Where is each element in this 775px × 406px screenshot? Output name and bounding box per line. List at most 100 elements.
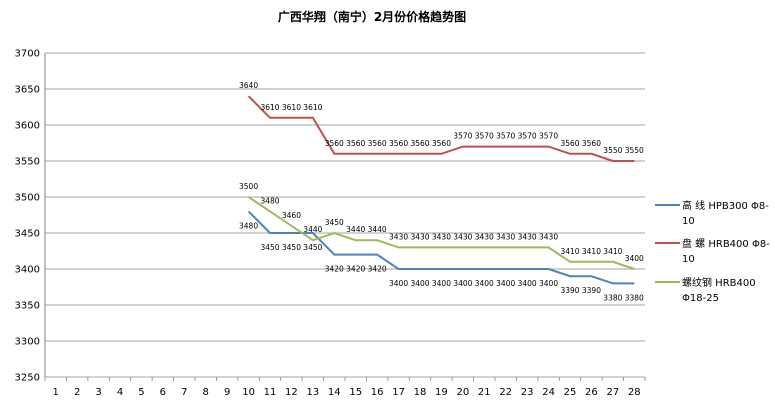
- x-tick-label: 24: [542, 387, 555, 398]
- data-label: 3500: [239, 182, 258, 191]
- data-label: 3410: [560, 247, 579, 256]
- data-label: 3430: [432, 232, 451, 241]
- data-label: 3400: [496, 279, 515, 288]
- data-label: 3400: [453, 279, 472, 288]
- data-label: 3480: [239, 221, 258, 230]
- data-label: 3450: [325, 218, 344, 227]
- x-tick-label: 17: [392, 387, 405, 398]
- x-tick-label: 12: [285, 387, 298, 398]
- x-tick-label: 1: [53, 387, 59, 398]
- data-label: 3430: [389, 232, 408, 241]
- x-tick-label: 14: [328, 387, 341, 398]
- x-tick-label: 15: [349, 387, 362, 398]
- data-label: 3570: [518, 132, 537, 141]
- x-tick-label: 27: [606, 387, 619, 398]
- data-label: 3400: [625, 254, 644, 263]
- data-label: 3560: [582, 139, 601, 148]
- data-label: 3400: [432, 279, 451, 288]
- x-tick-label: 26: [585, 387, 598, 398]
- data-label: 3610: [282, 103, 301, 112]
- legend-label: 10: [682, 216, 695, 227]
- data-label: 3440: [303, 225, 322, 234]
- data-label: 3400: [389, 279, 408, 288]
- x-tick-label: 8: [203, 387, 209, 398]
- data-label: 3560: [346, 139, 365, 148]
- data-label: 3560: [560, 139, 579, 148]
- data-label: 3400: [539, 279, 558, 288]
- data-label: 3430: [539, 232, 558, 241]
- x-tick-label: 16: [371, 387, 384, 398]
- x-tick-label: 23: [521, 387, 534, 398]
- data-label: 3430: [518, 232, 537, 241]
- x-tick-label: 18: [414, 387, 427, 398]
- data-label: 3640: [239, 81, 258, 90]
- x-tick-label: 2: [74, 387, 80, 398]
- data-label: 3610: [303, 103, 322, 112]
- y-tick-label: 3500: [15, 193, 40, 204]
- data-label: 3560: [410, 139, 429, 148]
- series-line-3: [248, 196, 635, 270]
- gridlines: [45, 52, 645, 378]
- x-tick-label: 25: [564, 387, 577, 398]
- x-tick-label: 20: [456, 387, 469, 398]
- data-label: 3570: [496, 132, 515, 141]
- x-tick-label: 13: [306, 387, 319, 398]
- legend-label: 螺纹钢 HRB400: [682, 276, 756, 289]
- legend-label: 10: [682, 254, 695, 265]
- y-tick-label: 3300: [15, 337, 40, 348]
- y-tick-label: 3400: [15, 265, 40, 276]
- data-label: 3450: [282, 243, 301, 252]
- data-label: 3400: [410, 279, 429, 288]
- y-tick-label: 3450: [15, 229, 40, 240]
- series-lines: [247, 95, 635, 285]
- data-label: 3560: [432, 139, 451, 148]
- data-label: 3400: [475, 279, 494, 288]
- x-tick-label: 9: [224, 387, 230, 398]
- data-label: 3560: [389, 139, 408, 148]
- data-label: 3420: [346, 265, 365, 274]
- data-label: 3420: [368, 265, 387, 274]
- data-label: 3550: [603, 146, 622, 155]
- x-tick-label: 19: [435, 387, 448, 398]
- data-label: 3430: [453, 232, 472, 241]
- data-label: 3460: [282, 211, 301, 220]
- data-label: 3430: [475, 232, 494, 241]
- series-line-2: [247, 95, 635, 162]
- data-label: 3420: [325, 265, 344, 274]
- y-tick-label: 3650: [15, 85, 40, 96]
- data-label: 3550: [625, 146, 644, 155]
- x-axis: 1 2 3 4 5 6 7 8 9 10 11 12 13 14 15 16 17 18 19 20 21 22 23 24 2…: [44, 377, 646, 398]
- data-label: 3450: [260, 243, 279, 252]
- data-label: 3380: [625, 293, 644, 302]
- data-label: 3440: [346, 225, 365, 234]
- x-tick-label: 3: [95, 387, 101, 398]
- legend-label: 高 线 HPB300 Φ8-: [682, 199, 769, 212]
- data-label: 3390: [582, 286, 601, 295]
- data-label: 3410: [582, 247, 601, 256]
- y-axis: 3250 3300 3350 3400 3450 3500 3550 3600 3650 3700: [15, 49, 46, 384]
- x-tick-label: 21: [478, 387, 491, 398]
- data-label: 3480: [260, 196, 279, 205]
- x-tick-label: 6: [160, 387, 166, 398]
- x-tick-label: 5: [138, 387, 144, 398]
- data-label: 3610: [260, 103, 279, 112]
- data-label: 3570: [539, 132, 558, 141]
- x-tick-label: 22: [499, 387, 512, 398]
- data-label: 3560: [325, 139, 344, 148]
- legend-label: 盘 螺 HRB400 Φ8-: [682, 237, 770, 250]
- series-line-1: [247, 210, 635, 285]
- legend: 高 线 HPB300 Φ8- 10 盘 螺 HRB400 Φ8- 10 螺纹钢 HRB4…: [655, 199, 770, 304]
- data-label: 3430: [410, 232, 429, 241]
- data-label: 3570: [475, 132, 494, 141]
- x-tick-label: 28: [628, 387, 641, 398]
- data-label: 3430: [496, 232, 515, 241]
- y-tick-label: 3250: [15, 373, 40, 384]
- x-tick-label: 4: [117, 387, 123, 398]
- y-tick-label: 3700: [15, 49, 40, 60]
- data-label: 3560: [368, 139, 387, 148]
- data-label: 3390: [560, 286, 579, 295]
- data-label: 3410: [603, 247, 622, 256]
- x-tick-label: 7: [181, 387, 187, 398]
